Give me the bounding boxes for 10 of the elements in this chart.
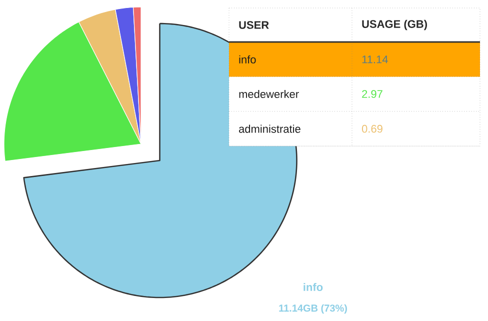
text: USAGE (GB)	[362, 20, 427, 30]
text: administratie	[239, 124, 300, 133]
text: 2.97	[362, 90, 382, 98]
text: USER	[239, 21, 269, 29]
text: 11.14GB (73%)	[279, 304, 347, 314]
slice-label: info	[304, 282, 323, 292]
text: medewerker	[239, 90, 299, 98]
text: 0.69	[362, 124, 382, 133]
text: 11.14	[362, 56, 388, 64]
text: info	[239, 55, 256, 64]
